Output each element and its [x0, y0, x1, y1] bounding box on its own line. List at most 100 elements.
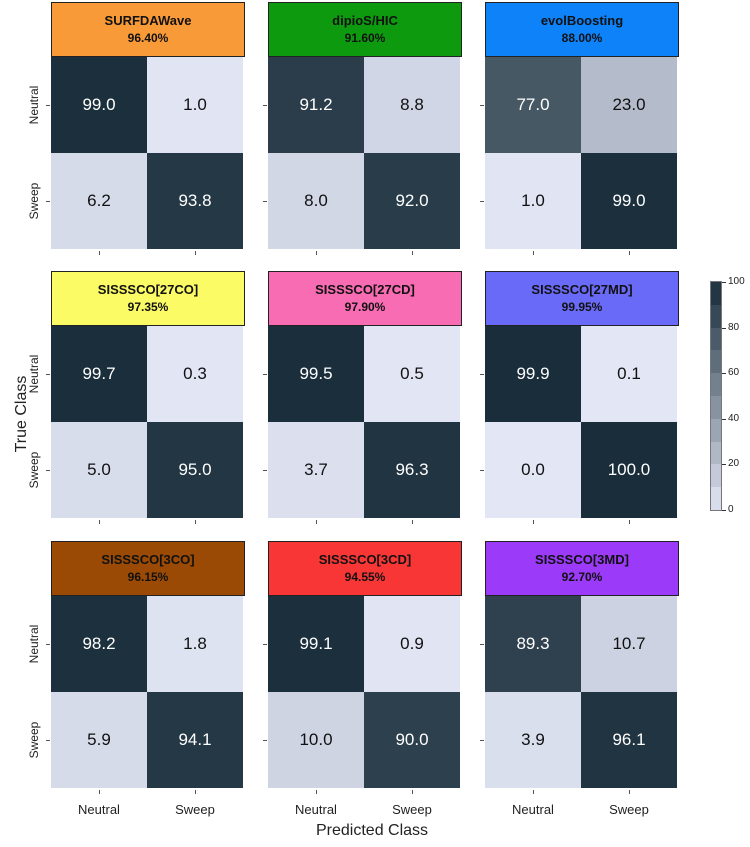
heatmap-cell-sweep-neutral: 8.0: [268, 153, 364, 249]
y-tick: [46, 740, 50, 741]
panel-title: SURFDAWave: [104, 13, 192, 28]
x-tick-label: Sweep: [175, 802, 215, 817]
y-tick: [263, 374, 267, 375]
heatmap-cell-neutral-sweep: 1.8: [147, 596, 243, 692]
heatmap-cell-sweep-neutral: 3.9: [485, 692, 581, 788]
colorbar-segment: [711, 418, 721, 442]
heatmap-cell-neutral-sweep: 8.8: [364, 57, 460, 153]
heatmap-cell-sweep-neutral: 5.9: [51, 692, 147, 788]
y-tick-label: Neutral: [27, 85, 41, 125]
panel-title-box: SISSSCO[27CD] 97.90%: [268, 271, 462, 326]
x-tick: [629, 520, 630, 524]
colorbar-tick-label: 20: [728, 458, 740, 470]
panel-accuracy: 91.60%: [344, 31, 386, 45]
y-tick: [46, 105, 50, 106]
heatmap-cell-neutral-neutral: 99.1: [268, 596, 364, 692]
y-tick: [480, 644, 484, 645]
heatmap-cell-neutral-neutral: 99.7: [51, 326, 147, 422]
panel-title-box: evolBoosting 88.00%: [485, 2, 679, 57]
panel-title-box: SISSSCO[27MD] 99.95%: [485, 271, 679, 326]
colorbar-tick: [722, 373, 726, 375]
panel-title-box: dipioS/HIC 91.60%: [268, 2, 462, 57]
heatmap-cell-sweep-neutral: 0.0: [485, 422, 581, 518]
panel-title: SISSSCO[3CD]: [318, 552, 412, 567]
x-tick: [412, 520, 413, 524]
y-tick: [46, 644, 50, 645]
colorbar-tick-label: 0: [728, 504, 734, 515]
y-tick: [480, 201, 484, 202]
panel-title: SISSSCO[27CD]: [315, 282, 415, 297]
heatmap-cell-neutral-neutral: 98.2: [51, 596, 147, 692]
colorbar-tick-label: 60: [728, 367, 740, 379]
colorbar-segment: [711, 487, 721, 510]
y-tick: [480, 374, 484, 375]
heatmap-cell-neutral-neutral: 99.5: [268, 326, 364, 422]
x-tick: [99, 790, 100, 794]
y-axis-title: True Class: [13, 375, 30, 453]
panel-title: SISSSCO[27CO]: [97, 282, 199, 297]
y-tick: [46, 374, 50, 375]
x-tick-label: Neutral: [512, 802, 554, 817]
colorbar-segment: [711, 464, 721, 488]
y-tick-label: Sweep: [27, 721, 41, 759]
panel-accuracy: 96.15%: [127, 570, 169, 584]
heatmap-cell-neutral-sweep: 0.9: [364, 596, 460, 692]
colorbar: [710, 281, 722, 511]
x-tick: [533, 251, 534, 255]
y-tick: [263, 644, 267, 645]
panel-accuracy: 97.90%: [344, 300, 386, 314]
panel-accuracy: 99.95%: [561, 300, 603, 314]
x-tick: [629, 251, 630, 255]
panel-title-box: SISSSCO[3CO] 96.15%: [51, 541, 245, 596]
x-tick: [99, 520, 100, 524]
x-tick: [412, 251, 413, 255]
heatmap-cell-neutral-sweep: 0.5: [364, 326, 460, 422]
x-tick: [195, 251, 196, 255]
heatmap-cell-sweep-sweep: 93.8: [147, 153, 243, 249]
y-tick: [480, 105, 484, 106]
heatmap-cell-neutral-neutral: 99.9: [485, 326, 581, 422]
heatmap-cell-sweep-sweep: 99.0: [581, 153, 677, 249]
y-tick: [263, 105, 267, 106]
colorbar-segment: [711, 373, 721, 396]
panel-accuracy: 97.35%: [127, 300, 169, 314]
x-tick: [533, 520, 534, 524]
x-tick: [629, 790, 630, 794]
panel-title: evolBoosting: [540, 13, 624, 28]
x-tick-label: Neutral: [295, 802, 337, 817]
x-tick-label: Sweep: [609, 802, 649, 817]
x-tick: [316, 251, 317, 255]
heatmap-cell-sweep-neutral: 6.2: [51, 153, 147, 249]
x-tick: [99, 251, 100, 255]
heatmap-cell-sweep-sweep: 90.0: [364, 692, 460, 788]
x-tick: [195, 520, 196, 524]
panel-accuracy: 92.70%: [561, 570, 603, 584]
heatmap-cell-neutral-sweep: 0.3: [147, 326, 243, 422]
x-tick: [195, 790, 196, 794]
heatmap-cell-sweep-neutral: 5.0: [51, 422, 147, 518]
colorbar-tick: [722, 327, 726, 329]
panel-accuracy: 88.00%: [561, 31, 603, 45]
heatmap-cell-sweep-sweep: 92.0: [364, 153, 460, 249]
panel-accuracy: 94.55%: [344, 570, 386, 584]
panel-title-box: SISSSCO[3MD] 92.70%: [485, 541, 679, 596]
heatmap-cell-neutral-neutral: 91.2: [268, 57, 364, 153]
colorbar-segment: [711, 350, 721, 374]
panel-title: dipioS/HIC: [332, 13, 398, 28]
heatmap-cell-neutral-sweep: 23.0: [581, 57, 677, 153]
y-tick: [480, 740, 484, 741]
colorbar-tick: [722, 464, 726, 466]
y-tick-label: Sweep: [27, 182, 41, 220]
x-tick: [412, 790, 413, 794]
x-tick: [316, 520, 317, 524]
heatmap-cell-neutral-neutral: 89.3: [485, 596, 581, 692]
heatmap-cell-sweep-neutral: 3.7: [268, 422, 364, 518]
colorbar-tick: [722, 418, 726, 420]
colorbar-segment: [711, 304, 721, 328]
colorbar-segment: [711, 396, 721, 419]
panel-accuracy: 96.40%: [127, 31, 169, 45]
heatmap-cell-sweep-neutral: 1.0: [485, 153, 581, 249]
y-tick: [46, 470, 50, 471]
heatmap-cell-sweep-sweep: 96.1: [581, 692, 677, 788]
y-tick: [263, 740, 267, 741]
